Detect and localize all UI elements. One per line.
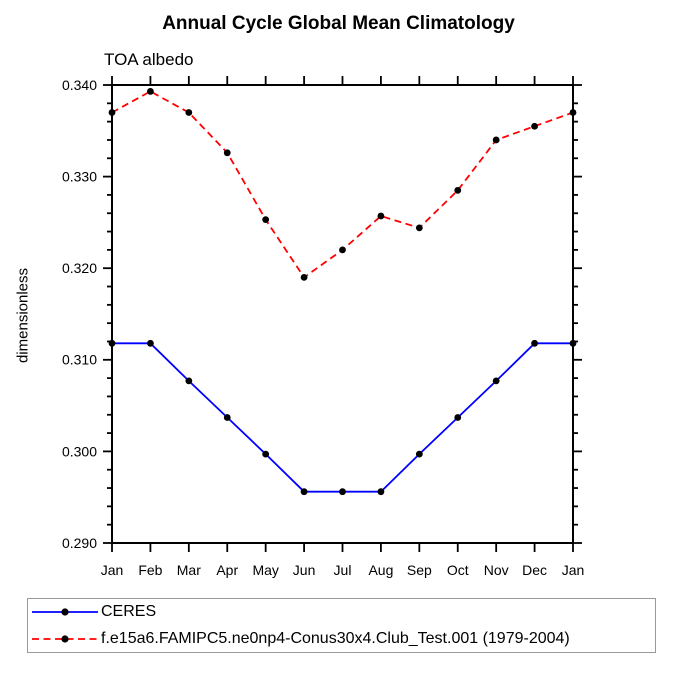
ceres-line-sample-icon <box>32 608 98 616</box>
x-tick-label: Jul <box>334 562 352 578</box>
data-point-marker <box>415 450 423 458</box>
data-point-marker <box>531 339 538 347</box>
data-point-marker <box>262 216 270 224</box>
y-tick-label: 0.290 <box>62 535 97 551</box>
data-point-marker <box>377 212 385 220</box>
data-point-marker <box>377 488 385 496</box>
ceres-polyline <box>112 342 573 493</box>
x-tick-label: Nov <box>484 562 509 578</box>
legend-item-ceres: CERES <box>31 599 655 626</box>
data-point-marker <box>185 109 193 116</box>
chart-title: Annual Cycle Global Mean Climatology <box>162 13 515 34</box>
data-point-marker <box>569 109 577 116</box>
x-tick-label: Jan <box>101 562 124 578</box>
x-tick-label: Sep <box>407 562 432 578</box>
series-model <box>108 88 577 281</box>
chart-subtitle: TOA albedo <box>104 50 194 69</box>
plot-frame <box>111 84 574 544</box>
data-point-marker <box>108 339 116 347</box>
plot-frame-rect <box>111 84 574 544</box>
data-point-marker <box>454 414 462 421</box>
data-point-marker <box>147 339 154 347</box>
series-ceres <box>108 339 577 496</box>
x-tick-label: Mar <box>177 562 201 578</box>
data-point-marker <box>300 488 308 496</box>
x-tick-label: May <box>252 562 278 578</box>
x-tick-label: Jun <box>293 562 316 578</box>
legend-item-model: f.e15a6.FAMIPC5.ne0np4-Conus30x4.Club_Te… <box>31 626 655 653</box>
data-point-marker <box>339 246 346 254</box>
y-tick-label: 0.340 <box>62 77 97 93</box>
legend-label-ceres: CERES <box>101 603 157 621</box>
data-point-marker <box>185 377 193 385</box>
data-point-marker <box>492 136 500 144</box>
x-tick-label: Apr <box>216 562 238 578</box>
y-tick-label: 0.320 <box>62 260 97 276</box>
legend-label-model: f.e15a6.FAMIPC5.ne0np4-Conus30x4.Club_Te… <box>101 629 570 647</box>
data-point-marker <box>223 149 231 157</box>
model-line-sample-icon <box>32 635 98 643</box>
data-point-marker <box>300 273 308 281</box>
data-point-marker <box>531 122 538 130</box>
data-point-marker <box>223 414 231 421</box>
data-point-marker <box>108 109 116 116</box>
x-tick-label: Feb <box>138 562 162 578</box>
x-tick-label: Dec <box>522 562 547 578</box>
data-point-marker <box>492 377 500 385</box>
data-point-marker <box>147 88 154 95</box>
x-tick-label: Oct <box>447 562 469 578</box>
y-tick-label: 0.300 <box>62 443 97 459</box>
data-point-marker <box>569 339 577 347</box>
data-point-marker <box>262 450 270 458</box>
axis-ticks <box>103 76 582 552</box>
data-point-marker <box>415 224 423 232</box>
x-tick-label: Aug <box>368 562 393 578</box>
y-tick-label: 0.310 <box>62 352 97 368</box>
data-point-marker <box>454 186 462 194</box>
y-tick-label: 0.330 <box>62 169 97 185</box>
legend: CERES f.e15a6.FAMIPC5.ne0np4-Conus30x4.C… <box>27 598 656 653</box>
data-point-marker <box>339 488 346 496</box>
axis-tick-labels: Jan Feb Mar Apr May Jun Jul Aug Sep Oct Nov Dec Jan0… <box>62 77 584 578</box>
x-tick-label: Jan <box>562 562 585 578</box>
